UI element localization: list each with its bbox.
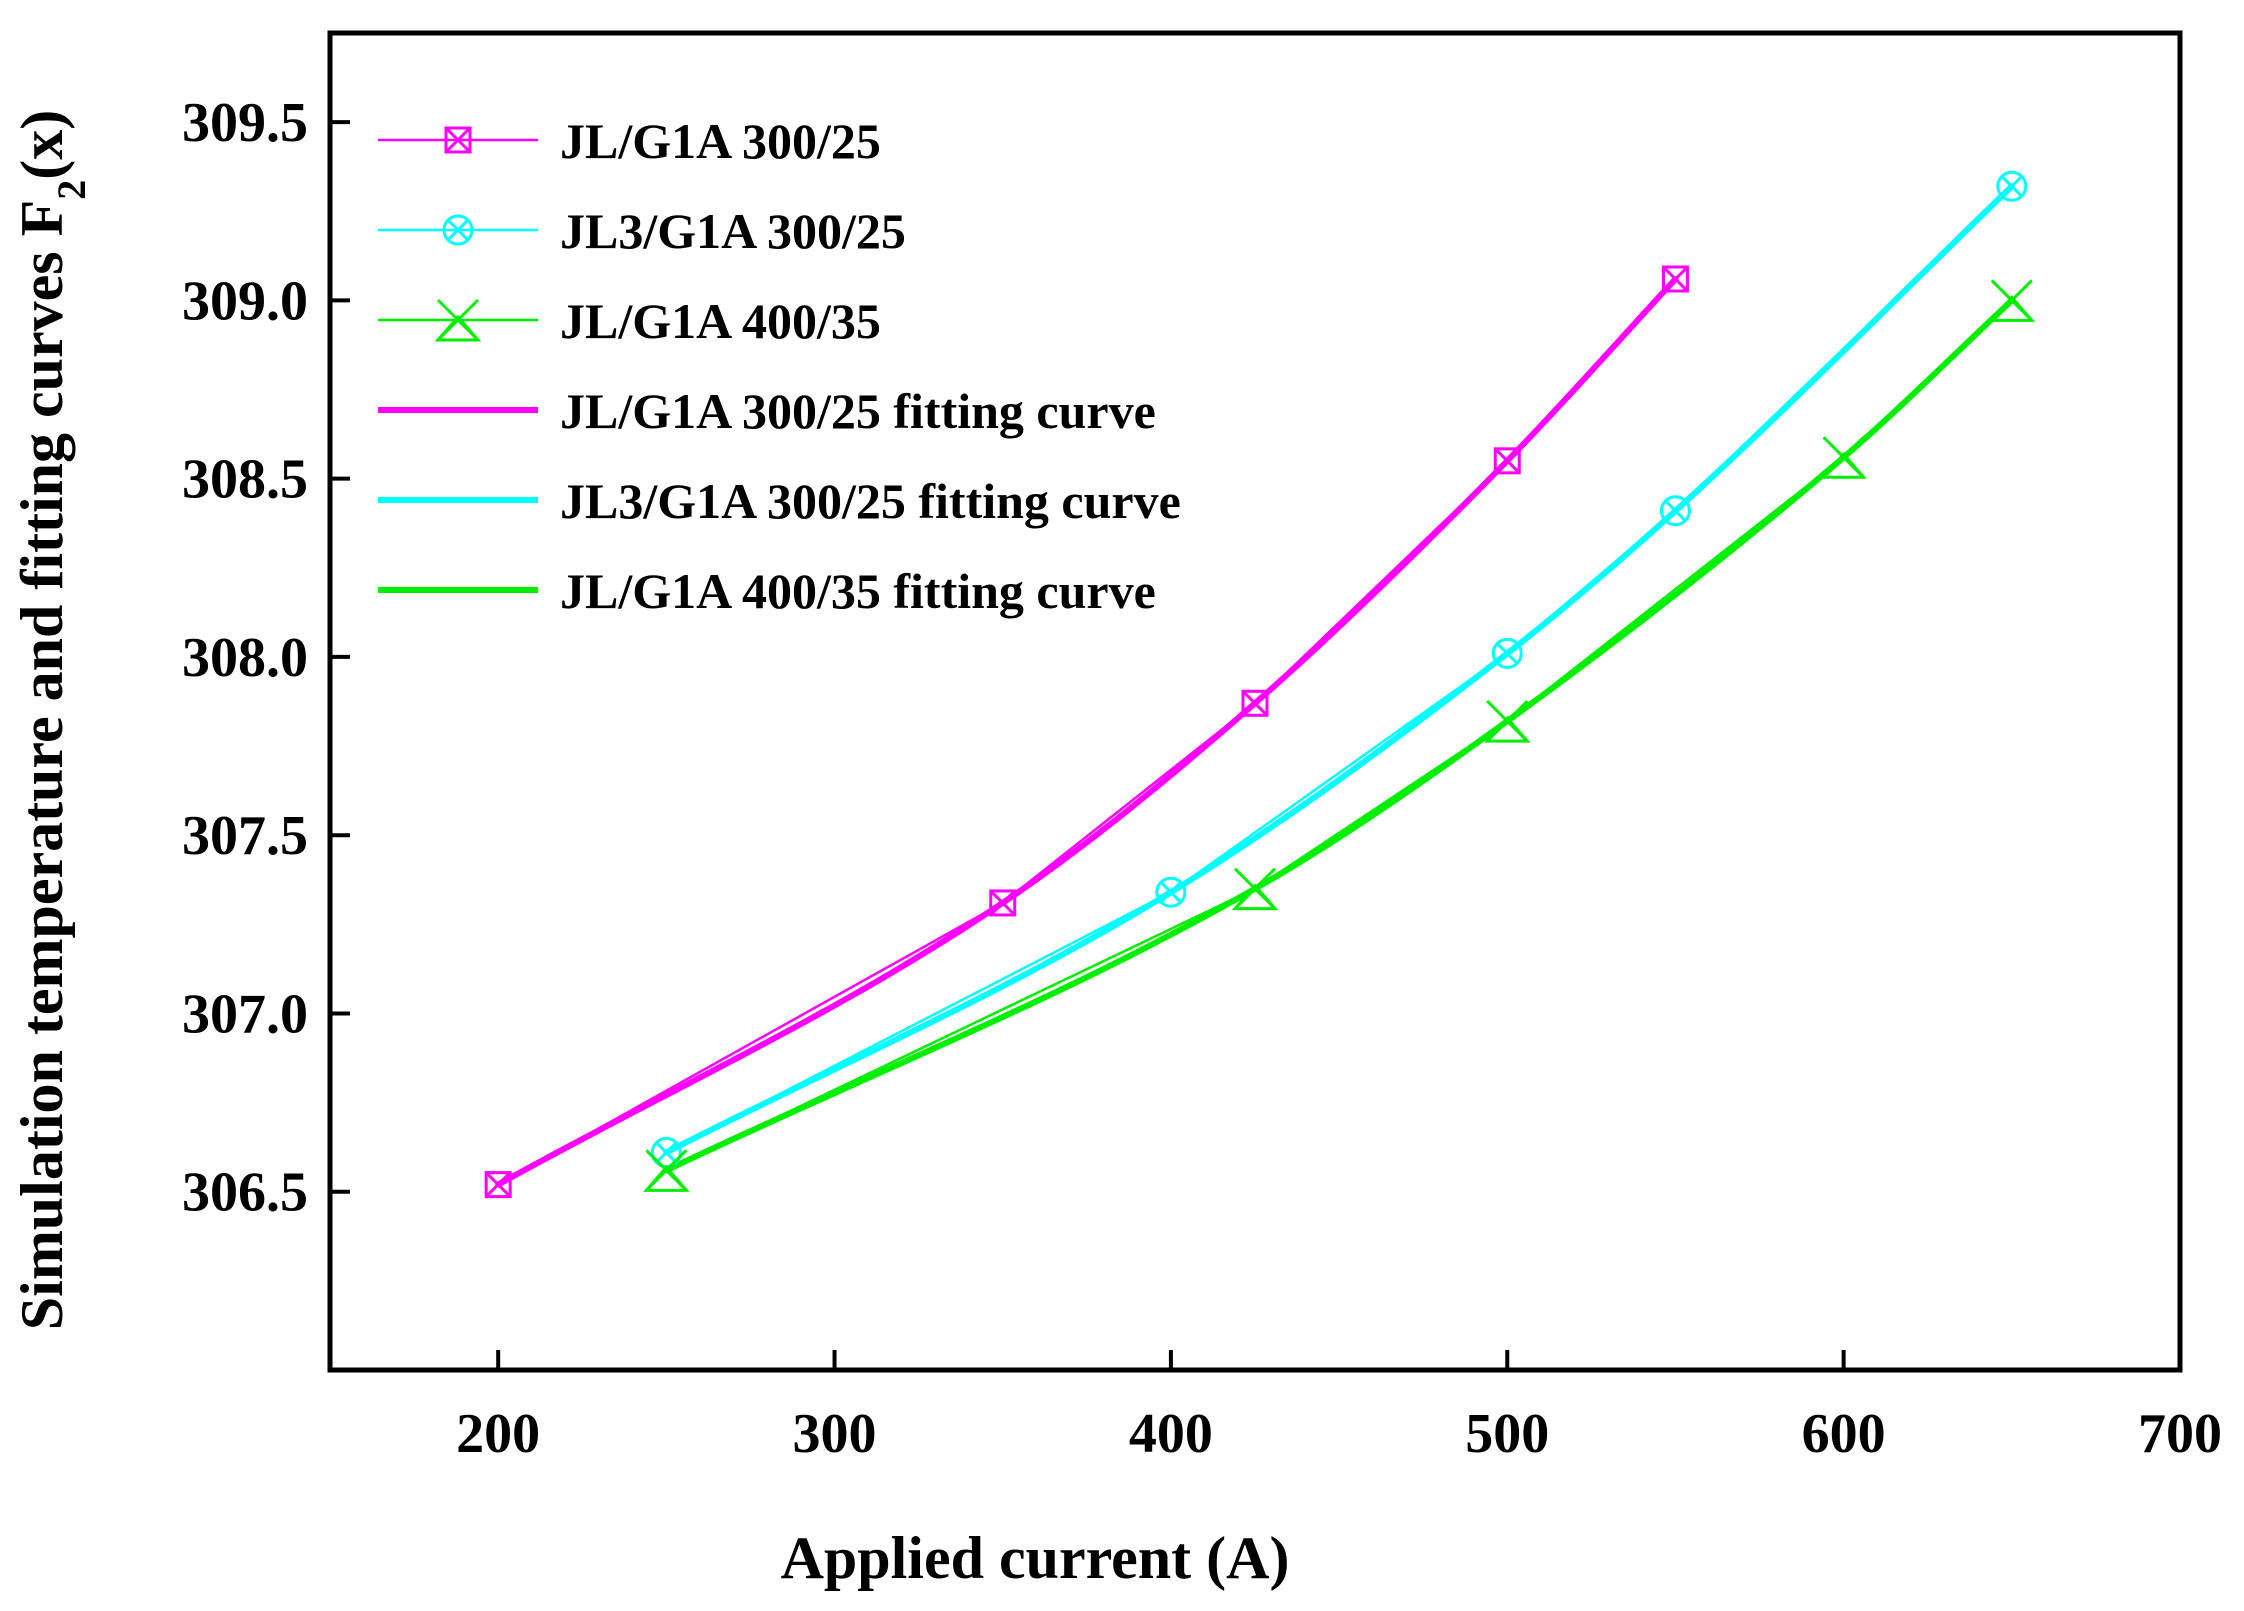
y-tick-label-2: 307.5 xyxy=(182,805,308,867)
point-jl-g1a-400-35-250 xyxy=(643,1149,690,1192)
point-jl-g1a-400-35-650 xyxy=(1988,279,2036,322)
point-jl3-g1a-300-25-500 xyxy=(1491,637,1523,669)
y-axis-title-main: Simulation temperature and fitting curve… xyxy=(9,200,75,1330)
point-jl3-g1a-300-25-550 xyxy=(1659,495,1691,527)
point-jl-g1a-400-35-600 xyxy=(1820,436,1867,479)
fit-line-jl3-g1a-300-25-fitting-curve xyxy=(663,183,2015,1156)
simulation-series xyxy=(484,170,2036,1199)
legend-label-jl3-g1a-300-25-fitting-curve: JL3/G1A 300/25 fitting curve xyxy=(560,473,1181,529)
point-jl-g1a-300-25-200 xyxy=(484,1171,512,1199)
legend-marker-jl3-g1a-300-25 xyxy=(442,214,474,246)
y-tick-label-0: 306.5 xyxy=(182,1162,308,1224)
legend-marker-jl-g1a-300-25 xyxy=(444,126,472,154)
point-jl3-g1a-300-25-400 xyxy=(1155,876,1187,908)
y-tick-label-5: 309.0 xyxy=(182,270,308,332)
plot-frame xyxy=(327,30,2183,1373)
y-tick-label-3: 308.0 xyxy=(182,627,308,689)
x-tick-label-200: 200 xyxy=(456,1403,540,1465)
x-tick-label-700: 700 xyxy=(2138,1403,2222,1465)
legend: JL/G1A 300/25 JL3/G1A 300/25 JL/G1A 400/35… xyxy=(378,113,1181,619)
point-jl-g1a-300-25-425 xyxy=(1241,689,1269,717)
point-jl-g1a-400-35-425 xyxy=(1231,867,1279,911)
point-jl3-g1a-300-25-650 xyxy=(1996,170,2028,202)
y-axis-title: Simulation temperature and fitting curve… xyxy=(9,110,94,1330)
y-tick-label-1: 307.0 xyxy=(182,983,308,1045)
legend-label-jl3-g1a-300-25: JL3/G1A 300/25 xyxy=(560,203,906,259)
legend-label-jl-g1a-400-35-fitting-curve: JL/G1A 400/35 fitting curve xyxy=(560,563,1156,619)
x-tick-label-500: 500 xyxy=(1465,1403,1549,1465)
legend-marker-jl-g1a-400-35 xyxy=(434,298,482,342)
legend-label-jl-g1a-300-25-fitting-curve: JL/G1A 300/25 fitting curve xyxy=(560,383,1156,439)
point-jl-g1a-300-25-350 xyxy=(989,889,1017,917)
point-jl-g1a-400-35-500 xyxy=(1483,700,1531,743)
y-axis-ticks: 306.5 307.0 307.5 308.0 308.5 309.0 309.5 xyxy=(182,92,350,1224)
legend-label-jl-g1a-300-25: JL/G1A 300/25 xyxy=(560,113,881,169)
y-axis-title-tail: (x) xyxy=(9,110,75,180)
point-jl-g1a-300-25-500 xyxy=(1493,447,1521,475)
x-tick-label-400: 400 xyxy=(1129,1403,1213,1465)
y-tick-label-4: 308.5 xyxy=(182,449,308,511)
y-tick-label-6: 309.5 xyxy=(182,92,308,154)
x-tick-label-600: 600 xyxy=(1802,1403,1886,1465)
x-axis-title: Applied current (A) xyxy=(781,1525,1290,1591)
x-tick-label-300: 300 xyxy=(793,1403,877,1465)
point-jl-g1a-300-25-550 xyxy=(1661,265,1689,293)
y-axis-title-subscript: 2 xyxy=(49,180,94,200)
x-axis-ticks: 200 300 400 500 600 700 xyxy=(456,1350,2222,1465)
legend-label-jl-g1a-400-35: JL/G1A 400/35 xyxy=(560,293,881,349)
